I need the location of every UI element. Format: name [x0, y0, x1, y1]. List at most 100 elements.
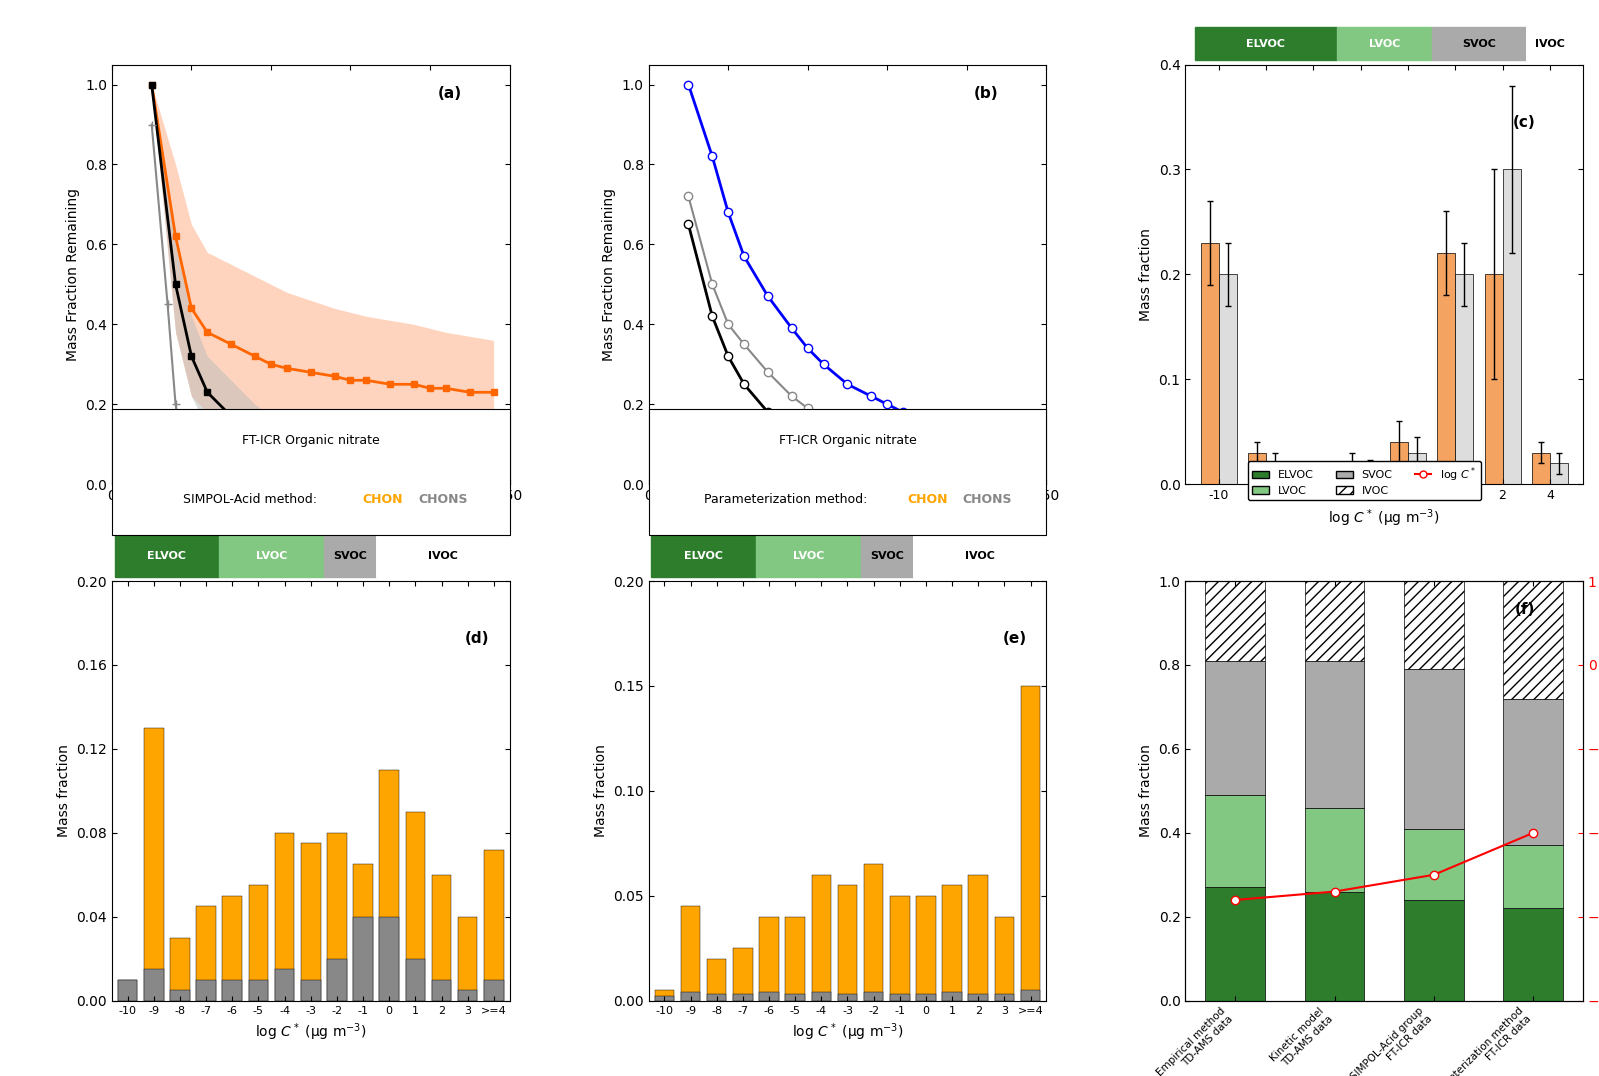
X-axis label: $T_{TD}$ (°C): $T_{TD}$ (°C): [281, 509, 341, 528]
Bar: [1455, 274, 1473, 484]
Bar: [115, 535, 219, 577]
Bar: [1438, 254, 1455, 484]
Bar: [838, 994, 857, 1001]
Text: ELVOC: ELVOC: [684, 551, 723, 561]
Bar: [1218, 274, 1236, 484]
Bar: [1305, 661, 1364, 808]
Bar: [942, 886, 963, 1001]
Text: (c): (c): [1513, 115, 1535, 130]
Bar: [1404, 900, 1463, 1001]
Bar: [969, 875, 988, 1001]
Bar: [1390, 442, 1407, 484]
Bar: [707, 959, 726, 1001]
Bar: [1206, 661, 1265, 795]
Text: (d): (d): [465, 632, 489, 647]
Bar: [1361, 468, 1378, 484]
Bar: [406, 959, 425, 1001]
Bar: [248, 979, 269, 1001]
Bar: [916, 994, 935, 1001]
Bar: [785, 917, 804, 1001]
Bar: [1194, 27, 1337, 60]
Bar: [353, 864, 373, 1001]
Bar: [328, 833, 347, 1001]
Bar: [301, 844, 320, 1001]
Bar: [1484, 274, 1503, 484]
Bar: [457, 990, 478, 1001]
Text: SVOC: SVOC: [870, 551, 903, 561]
Bar: [863, 992, 883, 1001]
Bar: [118, 979, 138, 1001]
Bar: [1337, 27, 1431, 60]
Text: CHONS: CHONS: [417, 493, 467, 506]
Text: FT-ICR Organic nitrate: FT-ICR Organic nitrate: [779, 434, 916, 448]
Text: LVOC: LVOC: [1369, 39, 1399, 48]
Bar: [1503, 170, 1521, 484]
Text: IVOC: IVOC: [429, 551, 457, 561]
Bar: [1503, 846, 1564, 908]
Bar: [1407, 453, 1426, 484]
Bar: [222, 895, 241, 1001]
Bar: [860, 535, 913, 577]
Y-axis label: Mass Fraction Remaining: Mass Fraction Remaining: [66, 188, 80, 360]
Bar: [118, 979, 138, 1001]
Bar: [732, 994, 753, 1001]
Bar: [1343, 463, 1361, 484]
Bar: [1305, 892, 1364, 1001]
X-axis label: log $C^*$ (μg m$^{-3}$): log $C^*$ (μg m$^{-3}$): [254, 1021, 366, 1043]
Bar: [457, 917, 478, 1001]
Bar: [222, 979, 241, 1001]
Bar: [1549, 463, 1569, 484]
Bar: [406, 811, 425, 1001]
Bar: [654, 996, 675, 1001]
Y-axis label: Mass fraction: Mass fraction: [1138, 745, 1153, 837]
Bar: [1305, 581, 1364, 661]
Bar: [484, 979, 504, 1001]
Bar: [219, 535, 325, 577]
Bar: [681, 992, 700, 1001]
Bar: [1404, 669, 1463, 829]
Text: SVOC: SVOC: [333, 551, 366, 561]
Y-axis label: Mass fraction: Mass fraction: [1138, 228, 1153, 321]
Bar: [651, 535, 756, 577]
Text: LVOC: LVOC: [256, 551, 288, 561]
Bar: [760, 992, 779, 1001]
Bar: [379, 917, 400, 1001]
Bar: [1532, 453, 1549, 484]
Bar: [328, 959, 347, 1001]
Bar: [1295, 473, 1313, 484]
Bar: [169, 937, 190, 1001]
X-axis label: log $C^*$ (μg m$^{-3}$): log $C^*$ (μg m$^{-3}$): [1329, 508, 1441, 529]
Bar: [756, 535, 860, 577]
Text: CHON: CHON: [363, 493, 403, 506]
Bar: [301, 979, 320, 1001]
Bar: [969, 994, 988, 1001]
X-axis label: log $C^*$ (μg m$^{-3}$): log $C^*$ (μg m$^{-3}$): [792, 1021, 903, 1043]
Bar: [913, 535, 1046, 577]
Bar: [1313, 473, 1332, 484]
Bar: [760, 917, 779, 1001]
Bar: [732, 948, 753, 1001]
Bar: [1201, 243, 1218, 484]
Bar: [275, 969, 294, 1001]
Bar: [248, 886, 269, 1001]
Bar: [379, 770, 400, 1001]
Text: CHON: CHON: [907, 493, 948, 506]
Bar: [484, 850, 504, 1001]
Bar: [1206, 581, 1265, 661]
Bar: [275, 833, 294, 1001]
Bar: [942, 992, 963, 1001]
Bar: [785, 994, 804, 1001]
Bar: [1247, 453, 1266, 484]
Text: LVOC: LVOC: [793, 551, 823, 561]
Text: ELVOC: ELVOC: [147, 551, 187, 561]
Bar: [325, 535, 376, 577]
Text: Parameterization method:: Parameterization method:: [704, 493, 871, 506]
Y-axis label: Mass fraction: Mass fraction: [56, 745, 70, 837]
Bar: [144, 727, 163, 1001]
Legend: ELVOC, LVOC, SVOC, IVOC, log $C^*$: ELVOC, LVOC, SVOC, IVOC, log $C^*$: [1247, 461, 1481, 500]
Bar: [1503, 908, 1564, 1001]
Bar: [353, 917, 373, 1001]
Bar: [812, 992, 831, 1001]
FancyBboxPatch shape: [112, 409, 510, 535]
Text: IVOC: IVOC: [964, 551, 995, 561]
